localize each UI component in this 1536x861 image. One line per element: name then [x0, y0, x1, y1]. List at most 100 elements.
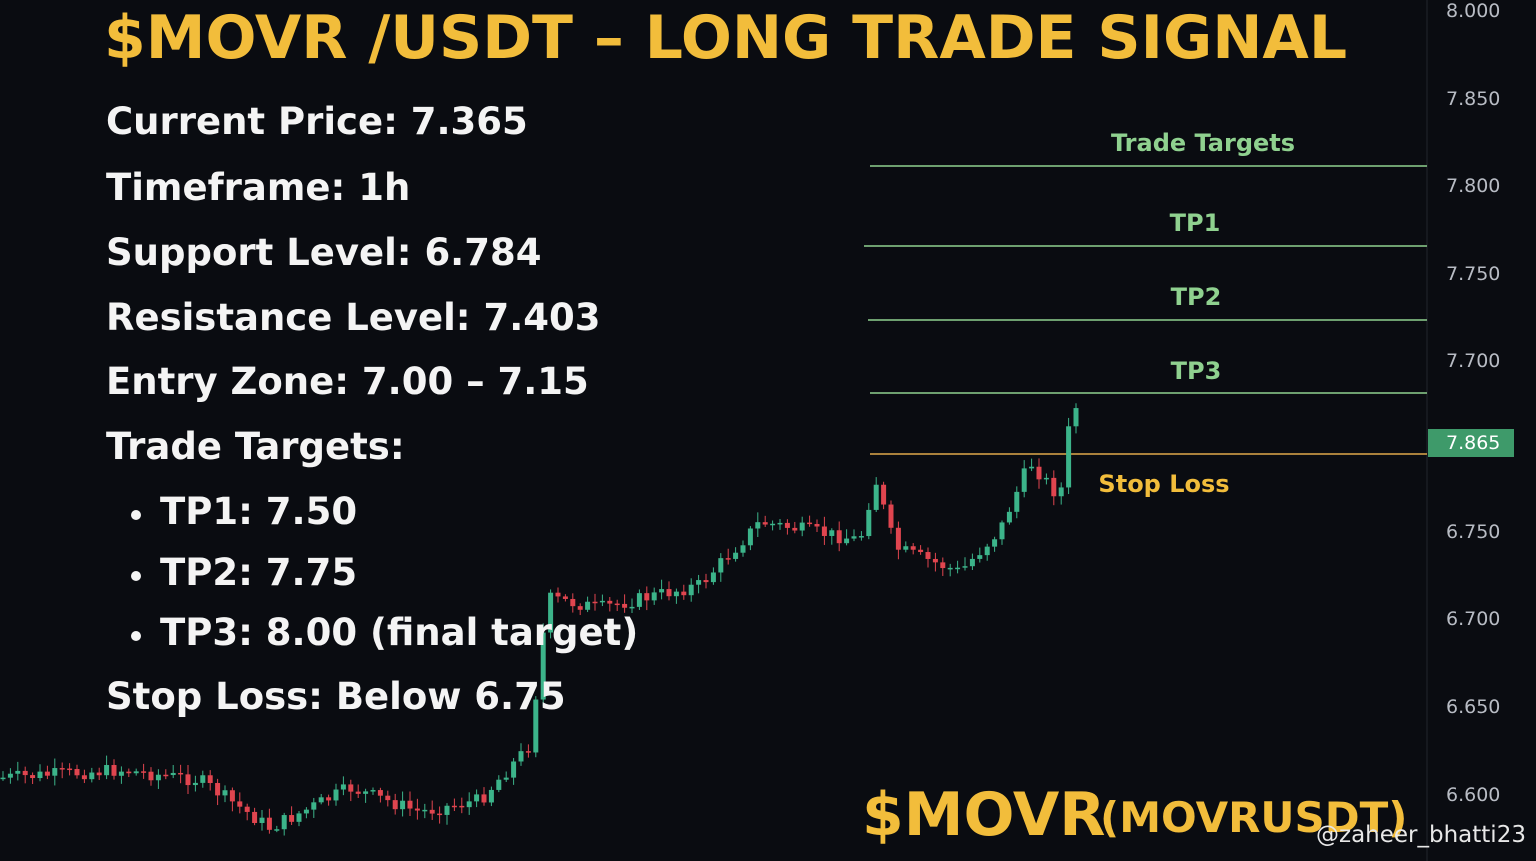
target-line: TP1: 7.50 [160, 490, 358, 533]
title: $MOVR /USDT – LONG TRADE SIGNAL [104, 3, 1348, 73]
candle-body [555, 592, 561, 597]
detail-line: Resistance Level: 7.403 [106, 296, 601, 339]
candle-body [881, 484, 887, 505]
candle-body [844, 538, 850, 544]
candle-body [821, 526, 827, 536]
axis-label: 7.850 [1446, 88, 1501, 110]
candle-body [296, 813, 302, 822]
candle-body [311, 802, 317, 810]
candle-body [326, 797, 332, 801]
candle-body [22, 770, 28, 776]
targets-heading: Trade Targets: [106, 425, 405, 468]
candle-body [451, 805, 457, 808]
chart-label: TP1 [1169, 209, 1221, 237]
candle-body [222, 790, 228, 796]
footer-pair: (MOVRUSDT) [1100, 793, 1408, 842]
candle-body [259, 817, 265, 823]
candle-body [1006, 511, 1012, 523]
candle-body [666, 589, 672, 597]
chart-label: TP3 [1170, 357, 1222, 385]
candle-body [614, 603, 620, 606]
candle-body [385, 795, 391, 801]
candle-body [829, 530, 835, 536]
candle-body [710, 572, 716, 583]
candle-body [836, 530, 842, 544]
candle-body [30, 775, 36, 779]
candle-body [799, 522, 805, 531]
candle-body [59, 768, 65, 770]
candle-body [999, 522, 1005, 540]
candle-body [126, 771, 132, 774]
candle-body [599, 600, 605, 603]
candle-body [163, 774, 169, 777]
candle-body [925, 552, 931, 559]
candle-body [762, 522, 768, 525]
candle-body [673, 591, 679, 597]
candles [0, 403, 1079, 836]
candle-body [792, 527, 798, 531]
candle-body [644, 593, 650, 601]
candle-body [503, 777, 509, 780]
axis-label: 6.750 [1446, 521, 1501, 543]
candle-body [192, 782, 198, 786]
candle-body [696, 580, 702, 585]
candle-body [414, 808, 420, 811]
chart-label: Stop Loss [1098, 470, 1230, 498]
candle-body [918, 549, 924, 553]
candle-body [903, 546, 909, 550]
candle-body [955, 567, 961, 570]
candle-body [81, 775, 87, 780]
detail-line: Timeframe: 1h [106, 166, 411, 209]
candle-body [577, 606, 583, 610]
candle-body [444, 805, 450, 815]
candle-body [67, 768, 73, 771]
candle-body [651, 592, 657, 601]
candle-body [37, 771, 43, 779]
candle-body [622, 603, 628, 608]
candle-body [496, 779, 502, 790]
candle-body [466, 801, 472, 808]
candle-body [1066, 426, 1072, 488]
candle-body [1029, 466, 1035, 469]
candle-body [1058, 487, 1064, 497]
candle-body [0, 777, 6, 780]
candle-body [895, 527, 901, 550]
candle-body [333, 789, 339, 801]
candle-body [155, 774, 161, 781]
candle-body [237, 801, 243, 807]
detail-line: Entry Zone: 7.00 – 7.15 [106, 360, 589, 403]
candle-body [659, 589, 665, 593]
candle-body [540, 632, 546, 700]
candle-body [607, 600, 613, 604]
candle-body [141, 771, 147, 773]
candle-body [437, 813, 443, 816]
candle-body [407, 800, 413, 809]
candle-body [969, 558, 975, 567]
axis-label: 6.600 [1446, 784, 1501, 806]
candle-body [170, 772, 176, 776]
chart-label: Trade Targets [1110, 129, 1296, 157]
candle-body [1073, 408, 1079, 427]
detail-line: Support Level: 6.784 [106, 231, 542, 274]
candle-body [1014, 491, 1020, 512]
target-line: TP3: 8.00 (final target) [160, 611, 639, 654]
candle-body [481, 794, 487, 803]
bullet [131, 510, 141, 520]
candle-body [629, 606, 635, 609]
candle-body [888, 504, 894, 528]
candle-body [274, 829, 280, 831]
candle-body [681, 591, 687, 596]
watermark: @zaheer_bhatti23 [1316, 822, 1526, 848]
candle-body [340, 784, 346, 790]
candle-body [96, 772, 102, 776]
candle-body [592, 601, 598, 604]
axis-label: 7.800 [1446, 175, 1501, 197]
candle-body [252, 811, 258, 823]
candle-body [718, 558, 724, 573]
footer-symbol: $MOVR [862, 780, 1106, 850]
candle-body [962, 566, 968, 568]
bullet [131, 571, 141, 581]
candle-body [104, 765, 110, 776]
candle-body [770, 523, 776, 526]
